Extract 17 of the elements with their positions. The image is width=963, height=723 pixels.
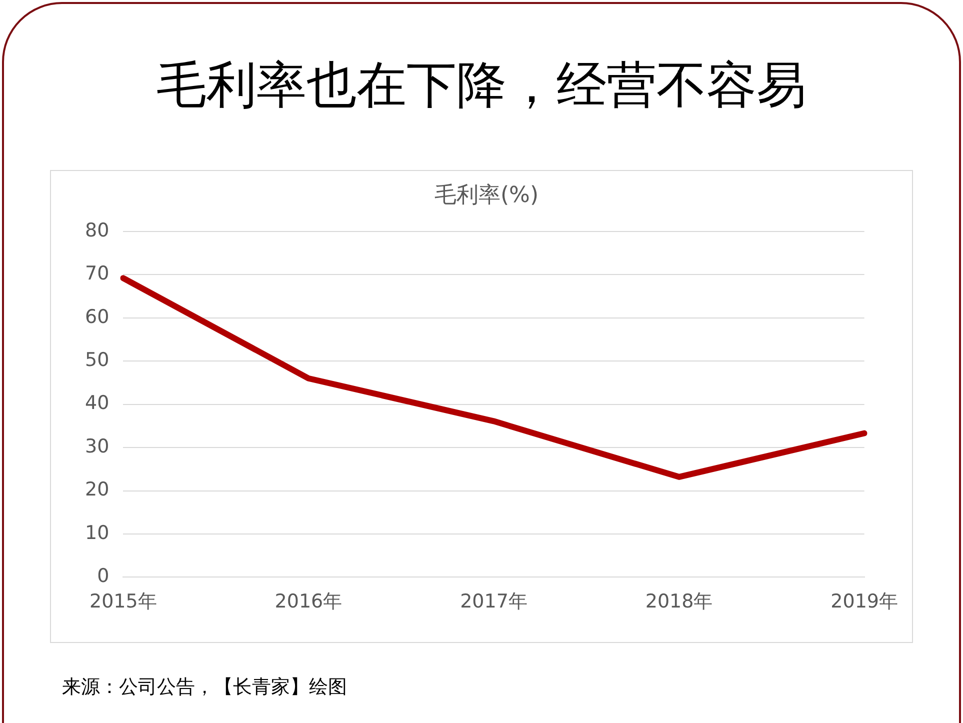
- x-tick-label: 2017年: [460, 590, 528, 613]
- y-tick-label: 70: [84, 262, 110, 285]
- chart-title: 毛利率也在下降，经营不容易: [156, 55, 808, 115]
- source-note: 来源：公司公告，【长青家】绘图: [62, 675, 347, 700]
- x-tick-label: 2015年: [89, 590, 157, 613]
- x-tick-label: 2016年: [274, 590, 342, 613]
- x-tick-label: 2018年: [645, 590, 713, 613]
- chart-subtitle: 毛利率(%): [434, 182, 539, 208]
- y-tick-label: 50: [84, 349, 110, 372]
- y-tick-label: 10: [84, 522, 110, 544]
- y-tick-label: 40: [84, 392, 110, 414]
- y-tick-label: 60: [84, 306, 110, 328]
- y-tick-label: 0: [97, 565, 110, 588]
- y-tick-label: 30: [84, 435, 110, 458]
- y-tick-label: 20: [84, 478, 110, 501]
- y-tick-label: 80: [84, 219, 110, 242]
- x-tick-label: 2019年: [830, 590, 898, 613]
